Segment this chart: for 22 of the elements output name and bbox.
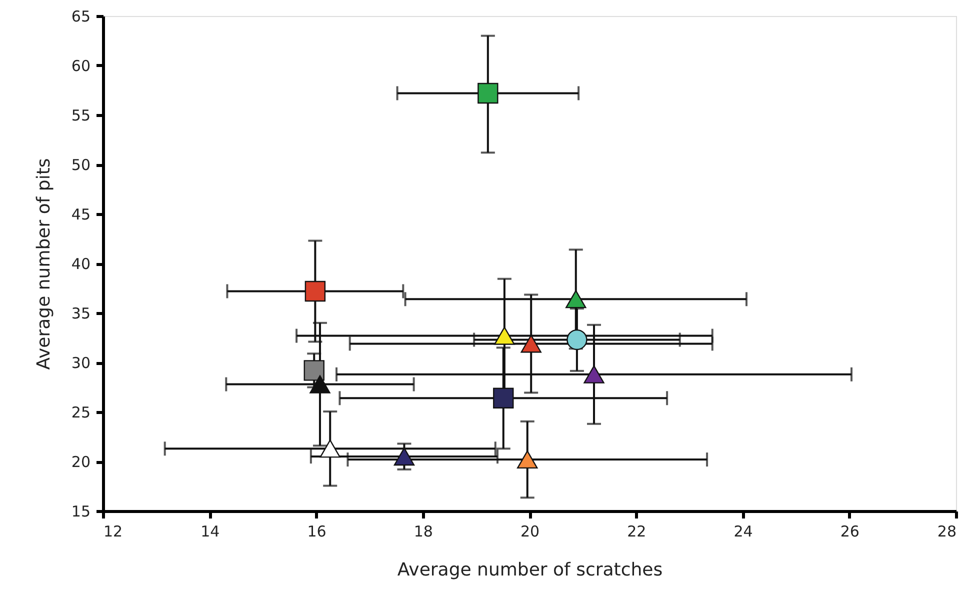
y-tick-label: 20: [71, 453, 90, 471]
x-tick-label: 14: [200, 522, 220, 540]
y-tick-label: 30: [71, 354, 90, 372]
y-axis-title: Average number of pits: [33, 158, 54, 370]
y-tick-label: 65: [71, 8, 90, 26]
y-tick-label: 40: [71, 255, 90, 273]
x-tick-label: 12: [104, 522, 123, 540]
y-tick-label: 25: [71, 404, 90, 422]
y-tick-label: 60: [71, 57, 90, 75]
x-tick-label: 20: [520, 522, 540, 540]
x-tick-label: 18: [414, 522, 433, 540]
y-tick-label: 15: [71, 502, 90, 520]
x-axis-title: Average number of scratches: [397, 560, 663, 580]
x-tick-label: 26: [840, 522, 860, 540]
y-tick-label: 35: [71, 304, 90, 322]
y-tick-label: 45: [71, 206, 90, 224]
x-tick-label: 16: [307, 522, 326, 540]
y-tick-label: 50: [71, 156, 90, 174]
x-tick-label: 22: [627, 522, 646, 540]
x-tick-label: 24: [734, 522, 753, 540]
y-tick-label: 55: [71, 106, 90, 124]
x-tick-label: 28: [937, 522, 956, 540]
